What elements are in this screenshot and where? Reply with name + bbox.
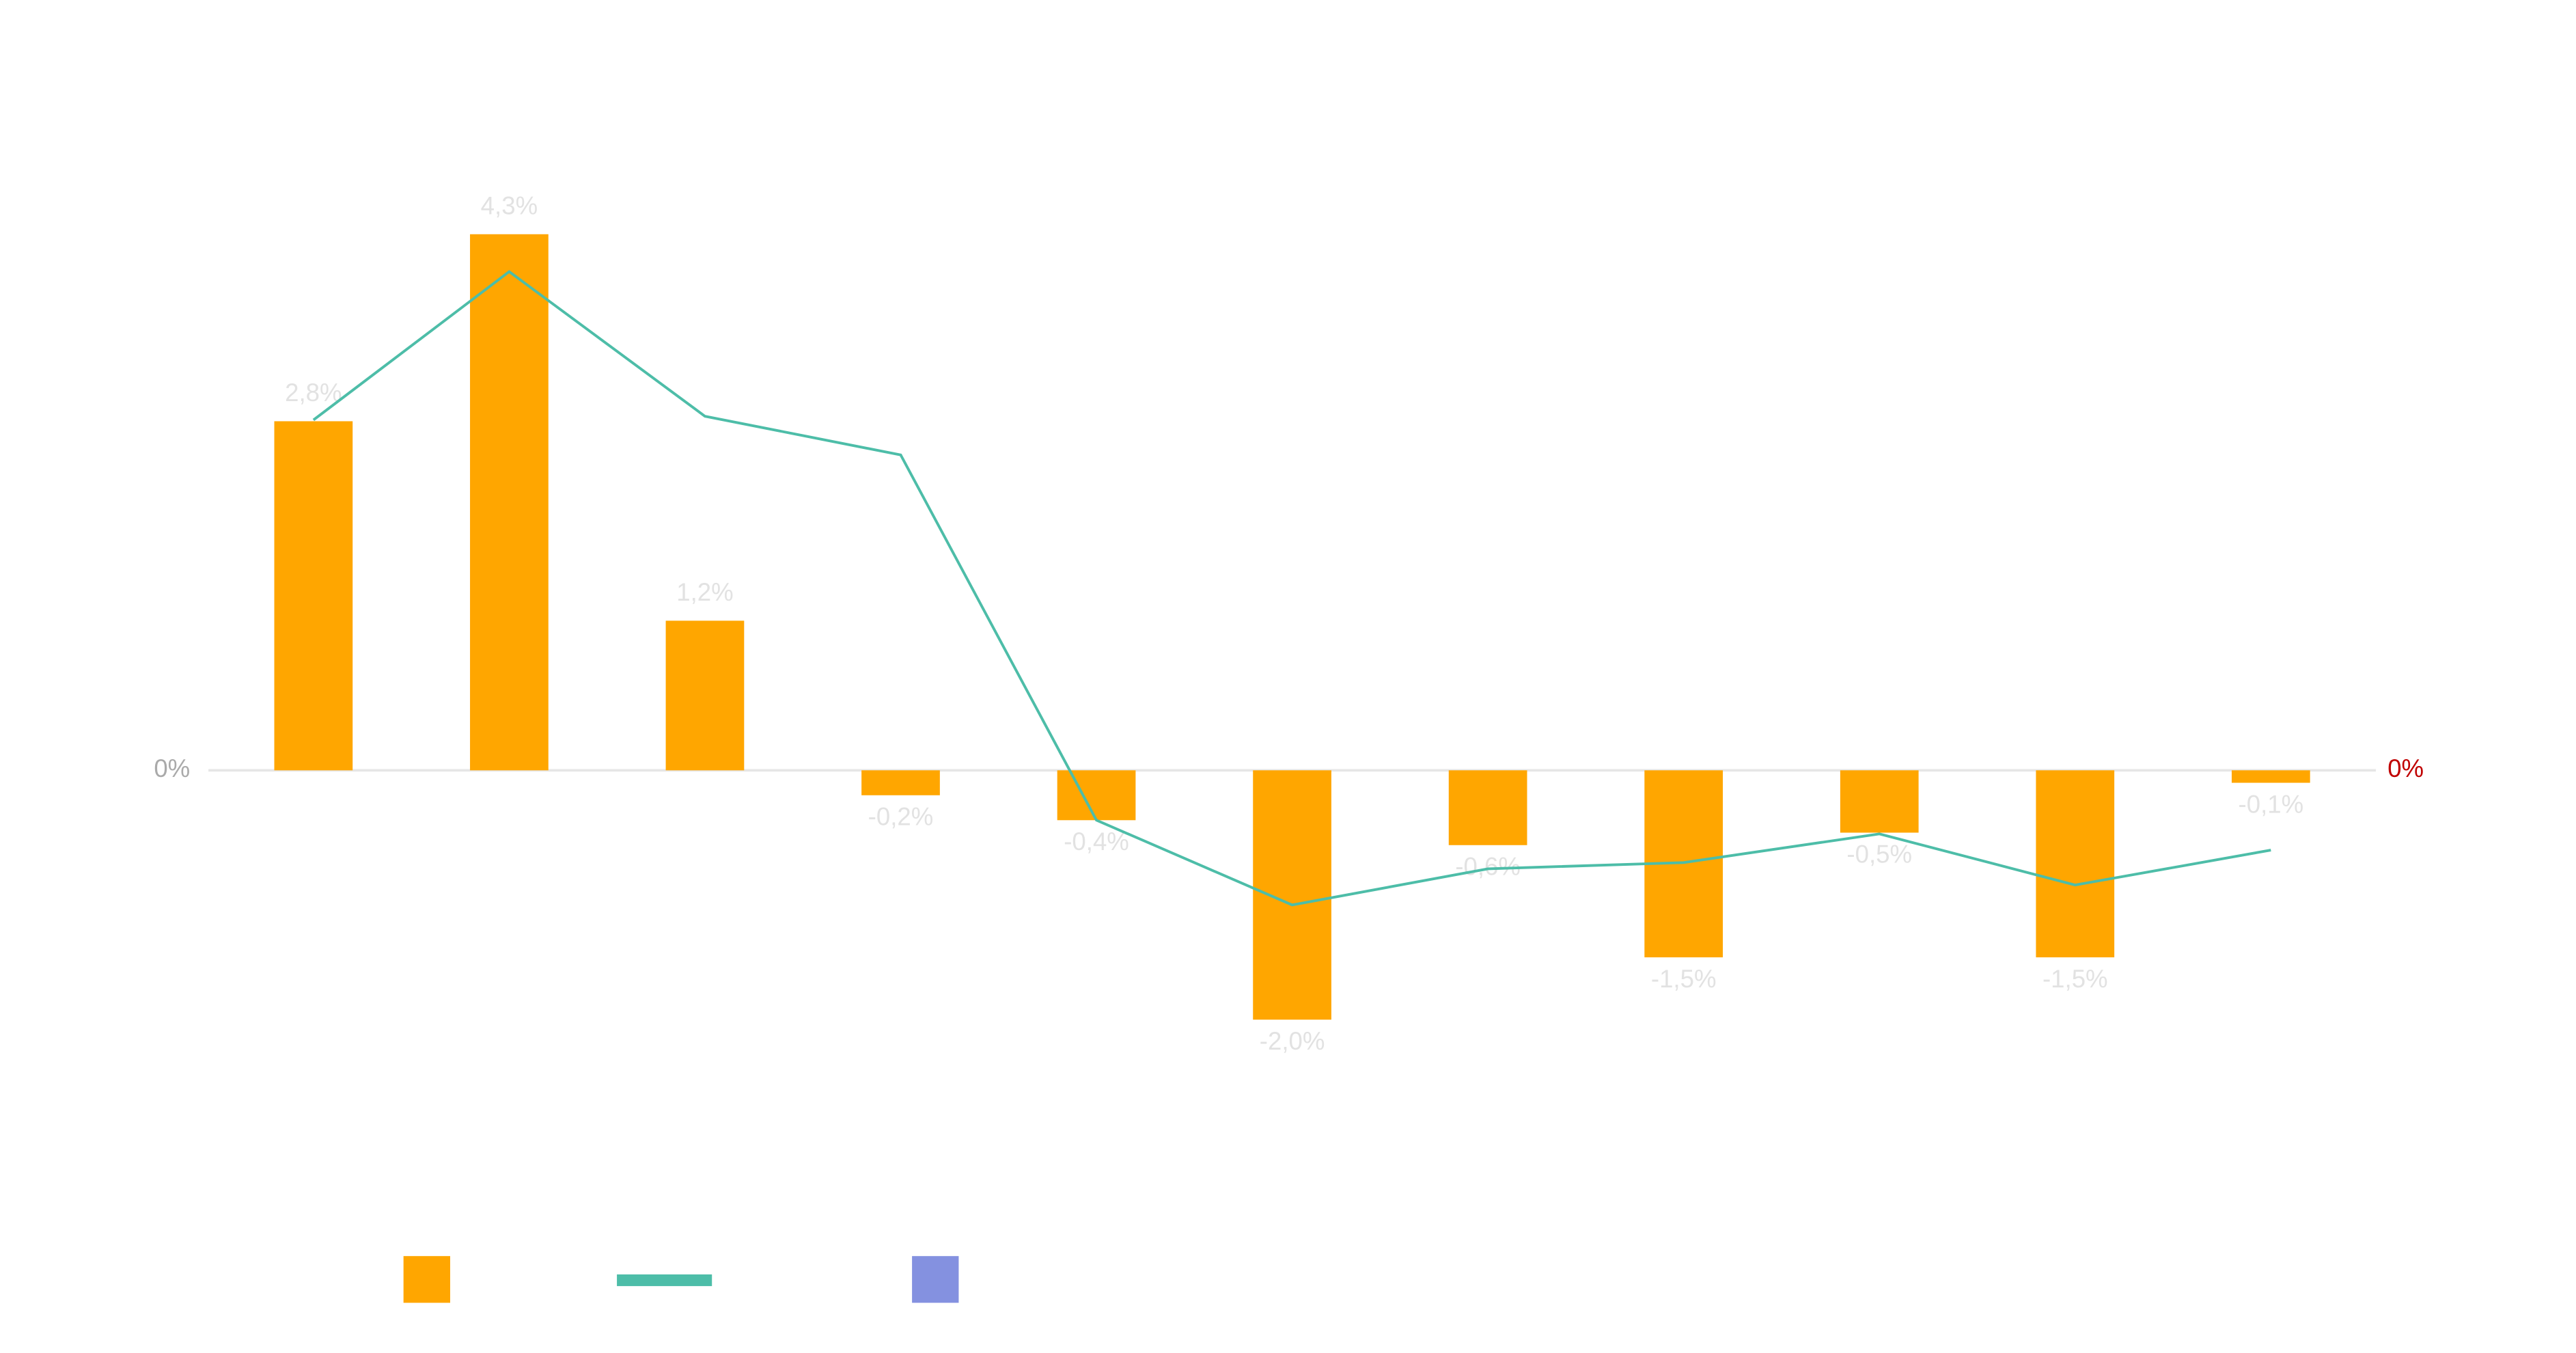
y2-tick-label: 0%: [2387, 754, 2424, 782]
bar: [2036, 770, 2115, 957]
bar: [1057, 770, 1136, 821]
data-label: -0,5%: [1846, 840, 1912, 868]
data-label: -1,5%: [2042, 965, 2108, 993]
data-label: -0,4%: [1064, 828, 1129, 856]
data-label: -0,6%: [1455, 853, 1521, 881]
data-label: 1,2%: [676, 578, 733, 606]
bar: [1253, 770, 1331, 1020]
data-label: 4,3%: [481, 191, 538, 219]
bar: [665, 620, 745, 771]
data-label: 2,8%: [285, 379, 342, 407]
bar: [861, 770, 940, 795]
data-label: -2,0%: [1260, 1027, 1325, 1055]
bar: [274, 421, 353, 771]
bar: [1840, 770, 1919, 833]
legend-swatch: [403, 1256, 451, 1303]
y-tick-label: 0%: [154, 754, 190, 782]
legend-swatch: [617, 1274, 712, 1287]
bar: [470, 234, 549, 771]
bar: [1448, 770, 1527, 845]
bar: [2231, 770, 2310, 783]
data-label: -0,1%: [2239, 790, 2304, 818]
legend-swatch: [912, 1256, 959, 1303]
data-label: -1,5%: [1651, 965, 1717, 993]
data-label: -0,2%: [868, 803, 934, 831]
line: [312, 270, 2271, 907]
